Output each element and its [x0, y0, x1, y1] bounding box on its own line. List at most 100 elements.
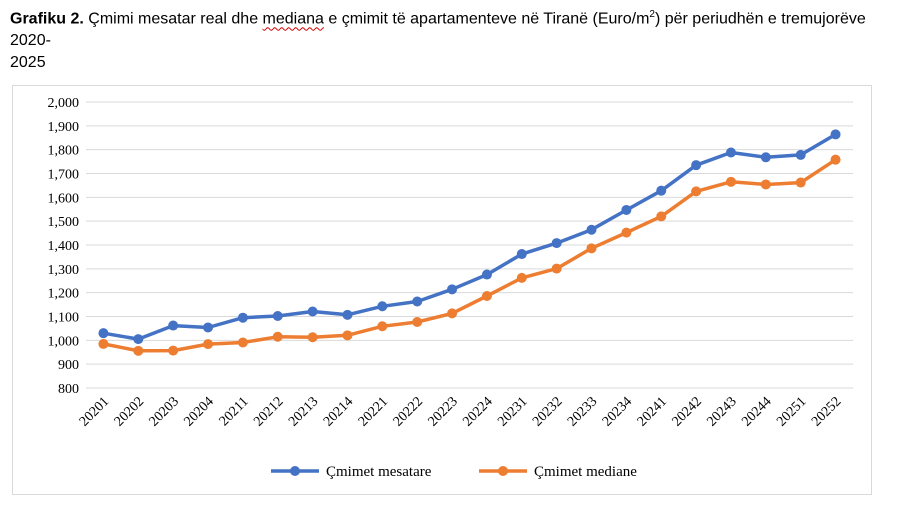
y-tick-label: 1,900 — [48, 120, 80, 135]
data-point — [621, 204, 632, 215]
data-point — [621, 227, 632, 238]
data-point — [725, 176, 736, 187]
data-point — [203, 322, 214, 333]
y-tick-label: 1,100 — [48, 311, 80, 326]
x-tick-label: 20221 — [356, 394, 391, 429]
x-tick-label: 20201 — [77, 394, 112, 429]
caption-text-2: e çmimit të apartamenteve në Tiranë (Eur… — [323, 10, 650, 28]
y-axis-tick-labels: 800 900 1,000 1,100 1,200 1,300 1,400 1,500 1,60… — [48, 96, 80, 397]
data-point — [830, 129, 841, 140]
x-tick-label: 20202 — [112, 394, 147, 429]
x-axis-tick-labels: 20201 20202 20203 20204 20211 20212 20213 20214… — [77, 394, 844, 429]
x-tick-label: 20222 — [391, 394, 426, 429]
y-tick-label: 2,000 — [48, 96, 80, 111]
chart-caption: Grafiku 2. Çmimi mesatar real dhe median… — [10, 4, 870, 74]
x-tick-label: 20211 — [217, 394, 252, 429]
caption-text-line3: 2025 — [10, 54, 46, 72]
x-tick-label: 20251 — [774, 394, 809, 429]
data-point — [551, 238, 562, 249]
y-tick-label: 800 — [58, 382, 79, 397]
x-tick-label: 20212 — [251, 394, 286, 429]
y-tick-label: 1,200 — [48, 287, 80, 302]
y-tick-label: 1,500 — [48, 215, 80, 230]
series-line-2 — [101, 157, 838, 353]
data-point — [691, 160, 702, 171]
legend-marker-1 — [290, 466, 300, 476]
data-point — [481, 269, 492, 280]
y-tick-label: 1,800 — [48, 144, 80, 159]
data-point — [307, 332, 318, 343]
legend-label-1: Çmimet mesatare — [326, 464, 432, 480]
x-tick-label: 20242 — [670, 394, 705, 429]
data-point — [342, 309, 353, 320]
y-tick-label: 1,000 — [48, 334, 80, 349]
series-lines — [101, 132, 838, 353]
data-point — [691, 186, 702, 197]
x-tick-label: 20214 — [321, 394, 356, 429]
series-line-1 — [101, 132, 838, 341]
line-chart: 800 900 1,000 1,100 1,200 1,300 1,400 1,500 1,60… — [48, 96, 853, 480]
data-point — [133, 334, 144, 345]
data-point — [760, 152, 771, 163]
x-tick-label: 20243 — [704, 394, 739, 429]
x-tick-label: 20231 — [495, 394, 530, 429]
x-tick-label: 20224 — [460, 394, 495, 429]
gridlines — [86, 101, 853, 389]
x-tick-label: 20234 — [600, 394, 635, 429]
y-tick-label: 900 — [58, 358, 79, 373]
data-point — [447, 284, 458, 295]
chart-legend: Çmimet mesatare Çmimet mediane — [271, 464, 637, 480]
x-tick-label: 20203 — [147, 394, 182, 429]
legend-label-2: Çmimet mediane — [534, 464, 637, 480]
data-point — [272, 311, 283, 322]
data-point — [830, 154, 841, 165]
data-point — [307, 306, 318, 317]
data-point — [377, 301, 388, 312]
data-point — [656, 185, 667, 196]
x-tick-label: 20213 — [286, 394, 321, 429]
data-point — [586, 243, 597, 254]
caption-text-mediana: mediana — [262, 10, 324, 28]
caption-label: Grafiku 2. — [10, 10, 84, 28]
data-point — [98, 328, 109, 339]
caption-text-1: Çmimi mesatar real dhe — [88, 10, 263, 28]
x-tick-label: 20244 — [739, 394, 774, 429]
data-point — [760, 179, 771, 190]
data-point — [168, 320, 179, 331]
x-tick-label: 20252 — [809, 394, 844, 429]
data-point — [481, 291, 492, 302]
y-tick-label: 1,700 — [48, 168, 80, 183]
data-point — [516, 272, 527, 283]
data-point — [342, 330, 353, 341]
data-point — [412, 296, 423, 307]
data-point — [203, 339, 214, 350]
y-tick-label: 1,300 — [48, 263, 80, 278]
data-point — [237, 337, 248, 348]
data-point — [412, 316, 423, 327]
legend-marker-2 — [498, 466, 508, 476]
data-point — [237, 312, 248, 323]
data-point — [551, 263, 562, 274]
x-tick-label: 20232 — [530, 394, 565, 429]
data-point — [377, 321, 388, 332]
data-point — [586, 224, 597, 235]
data-point — [656, 211, 667, 222]
data-point — [98, 338, 109, 349]
series-points — [98, 129, 841, 356]
data-point — [168, 345, 179, 356]
x-tick-label: 20204 — [181, 394, 216, 429]
y-tick-label: 1,600 — [48, 191, 80, 206]
chart-frame: 800 900 1,000 1,100 1,200 1,300 1,400 1,500 1,60… — [12, 85, 872, 495]
caption-text-3: ) për periudhën e tremujorëve 2020- — [10, 10, 866, 50]
data-point — [795, 177, 806, 188]
data-point — [133, 345, 144, 356]
x-tick-label: 20233 — [565, 394, 600, 429]
y-tick-label: 1,400 — [48, 239, 80, 254]
data-point — [516, 249, 527, 260]
caption-superscript: 2 — [649, 9, 655, 20]
x-tick-label: 20223 — [426, 394, 461, 429]
data-point — [795, 149, 806, 160]
data-point — [447, 308, 458, 319]
data-point — [272, 331, 283, 342]
data-point — [725, 147, 736, 158]
